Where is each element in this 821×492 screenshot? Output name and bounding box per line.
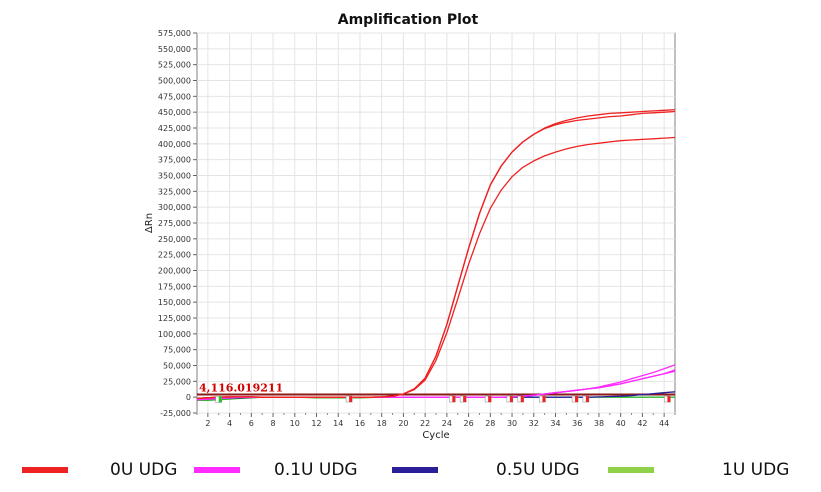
y-tick-label: 475,000 [158,92,191,101]
y-tick-label: 50,000 [163,362,191,371]
grid-lines [197,32,675,414]
y-tick-label: 150,000 [158,298,191,307]
x-tick-label: 24 [442,419,452,428]
y-tick-label: 375,000 [158,156,191,165]
y-tick-label: 0 [186,393,191,402]
x-tick-label: 14 [333,419,343,428]
y-tick-label: 25,000 [163,377,191,386]
ct-marker-fill [575,396,579,403]
y-tick-label: 400,000 [158,140,191,149]
y-tick-label: 550,000 [158,45,191,54]
legend-item-0u-udg: 0U UDG [22,458,177,482]
legend-item-0-5u-udg: 0.5U UDG [392,458,580,482]
x-tick-label: 44 [659,419,669,428]
x-tick-label: 34 [550,419,560,428]
y-tick-label: 325,000 [158,187,191,196]
series-lines [196,108,676,401]
legend-label-0-1u-udg: 0.1U UDG [274,460,358,480]
legend-swatch-0-1u-udg [194,467,240,473]
legend-label-1u-udg: 1U UDG [722,460,790,480]
y-tick-label: 450,000 [158,108,191,117]
y-axis-label: ΔRn [144,213,155,233]
y-tick-label: 300,000 [158,203,191,212]
x-tick-label: 22 [420,419,430,428]
x-tick-label: 36 [572,419,582,428]
ct-marker-fill [218,396,222,403]
y-tick-label: 75,000 [163,346,191,355]
x-tick-label: 26 [463,419,473,428]
ct-marker-fill [509,396,513,403]
legend-swatch-0u-udg [22,467,68,473]
y-tick-label: 575,000 [158,29,191,38]
ct-markers [215,395,671,403]
x-tick-label: 18 [377,419,387,428]
y-tick-label: 525,000 [158,61,191,70]
ct-marker-fill [463,396,467,403]
x-tick-label: 28 [485,419,495,428]
chart-svg: Amplification Plot -25,000 0 25,000 50,000 7… [144,12,676,441]
x-tick-label: 8 [270,419,275,428]
ct-marker-fill [488,396,492,403]
y-tick-label: 125,000 [158,314,191,323]
x-tick-label: 10 [290,419,300,428]
x-tick-label: 4 [227,419,232,428]
legend-label-0u-udg: 0U UDG [110,460,178,480]
x-tick-label: 6 [249,419,254,428]
series-line-0u-udg[interactable] [196,136,676,400]
chart-title: Amplification Plot [338,12,479,28]
ct-marker-fill [349,396,353,403]
y-tick-label: 225,000 [158,251,191,260]
y-tick-label: 175,000 [158,282,191,291]
ct-marker-fill [542,396,546,403]
x-tick-label: 40 [616,419,626,428]
y-tick-label: 350,000 [158,172,191,181]
legend-item-1u-udg: 1U UDG [608,458,789,482]
threshold: 4,116.019211 [197,382,675,396]
y-tick-label: 250,000 [158,235,191,244]
legend: 0U UDG 0.1U UDG 0.5U UDG 1U UDG [0,452,821,488]
axes: -25,000 0 25,000 50,000 75,000 100,000 125,000… [158,29,676,428]
ct-marker-fill [452,396,456,403]
y-tick-label: 275,000 [158,219,191,228]
x-tick-label: 12 [311,419,321,428]
ct-marker-fill [520,396,524,403]
x-tick-label: 20 [398,419,408,428]
x-axis-label: Cycle [422,430,449,441]
y-tick-label: -25,000 [160,409,191,418]
ct-marker-fill [585,396,589,403]
legend-label-0-5u-udg: 0.5U UDG [496,460,580,480]
x-tick-label: 42 [637,419,647,428]
legend-item-0-1u-udg: 0.1U UDG [194,458,358,482]
threshold-label: 4,116.019211 [199,382,283,395]
y-tick-label: 100,000 [158,330,191,339]
y-tick-label: 500,000 [158,77,191,86]
y-tick-label: 200,000 [158,267,191,276]
legend-swatch-0-5u-udg [392,467,438,473]
x-tick-label: 32 [529,419,539,428]
x-tick-label: 16 [355,419,365,428]
legend-swatch-1u-udg [608,467,654,473]
y-tick-label: 425,000 [158,124,191,133]
ct-marker-fill [667,396,671,403]
x-tick-label: 38 [594,419,604,428]
x-tick-label: 2 [205,419,210,428]
x-tick-label: 30 [507,419,517,428]
